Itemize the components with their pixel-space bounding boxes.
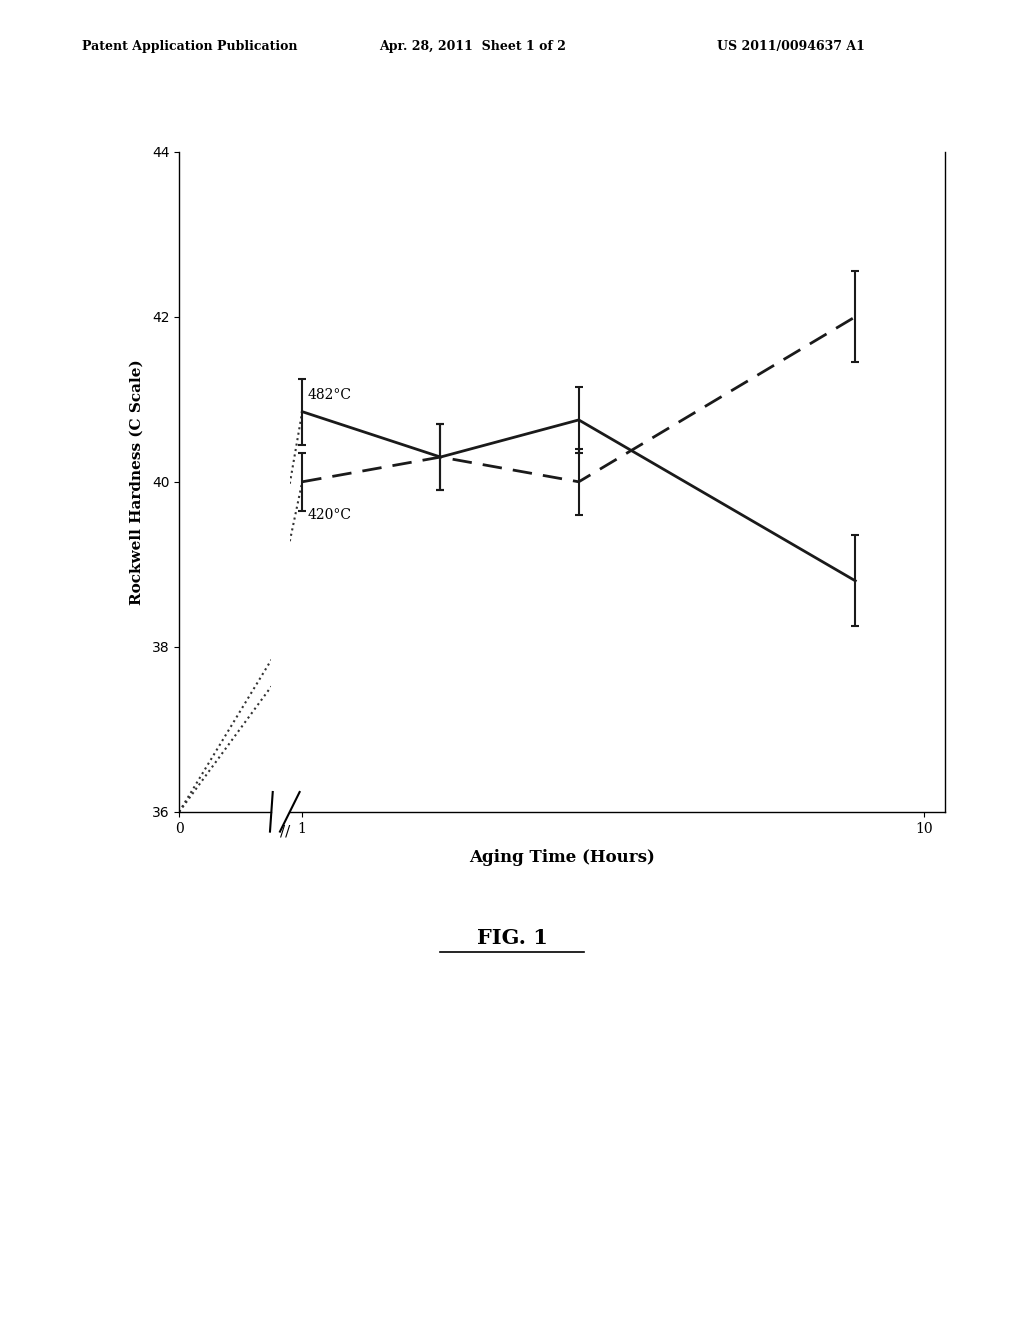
- Text: 482°C: 482°C: [307, 388, 351, 403]
- Text: US 2011/0094637 A1: US 2011/0094637 A1: [717, 40, 864, 53]
- Text: Patent Application Publication: Patent Application Publication: [82, 40, 297, 53]
- Text: //: //: [280, 825, 290, 838]
- Text: Aging Time (Hours): Aging Time (Hours): [469, 849, 655, 866]
- Y-axis label: Rockwell Hardness (C Scale): Rockwell Hardness (C Scale): [129, 359, 143, 605]
- Text: FIG. 1: FIG. 1: [476, 928, 548, 948]
- Text: 420°C: 420°C: [307, 508, 351, 521]
- Text: Apr. 28, 2011  Sheet 1 of 2: Apr. 28, 2011 Sheet 1 of 2: [379, 40, 565, 53]
